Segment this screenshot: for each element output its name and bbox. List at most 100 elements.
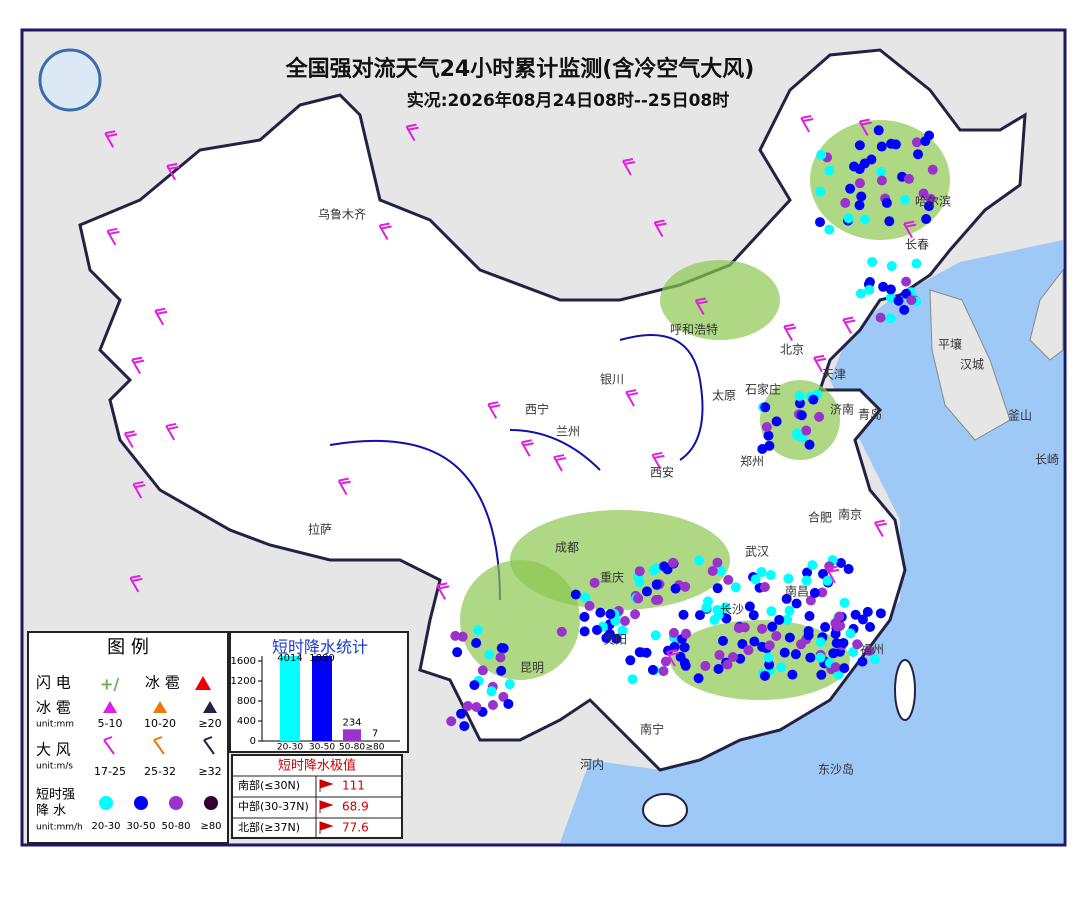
city-label: 福州: [860, 642, 884, 657]
extremes: 短时降水极值 南部(≤30N)111中部(30-37N)68.9北部(≥37N)…: [232, 755, 402, 838]
city-label: 哈尔滨: [915, 194, 951, 209]
rain-dot: [681, 661, 691, 671]
extreme-value: 77.6: [342, 821, 369, 835]
city-label: 长崎: [1035, 453, 1059, 467]
rain-dot: [751, 574, 761, 584]
rain-dot: [792, 428, 802, 438]
bar: [343, 729, 361, 741]
rain-dot: [787, 670, 797, 680]
legend-unit: unit:mm: [36, 720, 74, 730]
rain-dot: [766, 606, 776, 616]
rain-dot: [894, 296, 904, 306]
legend-unit: unit:m/s: [36, 762, 73, 772]
city-label: 成都: [555, 541, 579, 555]
rain-dot: [503, 699, 513, 709]
rain-dot: [864, 285, 874, 295]
rain-dot: [886, 284, 896, 294]
legend-range: 17-25: [94, 765, 126, 778]
rain-dot: [743, 645, 753, 655]
rain-dot: [635, 577, 645, 587]
legend-range: 30-50: [126, 821, 155, 832]
rain-dot: [694, 673, 704, 683]
city-label: 西安: [650, 465, 674, 480]
rain-dot: [760, 402, 770, 412]
rain-dot: [642, 586, 652, 596]
rain-dot: [635, 647, 645, 657]
rain-dot: [877, 142, 887, 152]
city-label: 南京: [838, 507, 862, 522]
value-label: 234: [342, 717, 361, 728]
rain-dot: [887, 261, 897, 271]
rain-dot: [723, 575, 733, 585]
rain-dot: [867, 257, 877, 267]
rain-dot: [580, 626, 590, 636]
rain-dot: [840, 198, 850, 208]
rain-dot: [731, 582, 741, 592]
y-tick-label: 1600: [231, 656, 256, 667]
x-tick-label: 20-30: [277, 743, 303, 753]
city-label: 南宁: [640, 722, 664, 737]
rain-dot: [595, 608, 605, 618]
rain-dot: [763, 431, 773, 441]
rain-dot: [920, 136, 930, 146]
subtitle: 实况:2026年08月24日08时--25日08时: [407, 90, 730, 111]
rain-dot: [630, 609, 640, 619]
rain-dot: [828, 648, 838, 658]
rain-dot: [785, 633, 795, 643]
y-tick-label: 400: [237, 716, 256, 727]
rain-dot: [815, 187, 825, 197]
rain-dot: [785, 606, 795, 616]
rain-dot: [783, 574, 793, 584]
rain-dot: [557, 627, 567, 637]
rain-dot: [824, 225, 834, 235]
rain-dot: [763, 653, 773, 663]
rain-dot: [805, 440, 815, 450]
legend-range: ≥80: [200, 821, 221, 832]
city-label: 银川: [600, 373, 624, 387]
rain-dot: [900, 195, 910, 205]
legend-label: 短时强: [36, 788, 75, 803]
region: 南部(≤30N): [238, 778, 300, 792]
rain-dot: [708, 566, 718, 576]
rain-dot: [760, 582, 770, 592]
rain-dot: [921, 214, 931, 224]
rain-dot: [874, 125, 884, 135]
rain-dot: [912, 137, 922, 147]
rain-dot: [463, 701, 473, 711]
hainan: [643, 794, 687, 826]
city-label: 合肥: [808, 510, 832, 525]
rain-dot: [471, 638, 481, 648]
rain-dot: [714, 650, 724, 660]
rain-dot: [765, 640, 775, 650]
rain-dot: [764, 441, 774, 451]
city-label: 南昌: [785, 584, 809, 599]
city-label: 贵阳: [603, 633, 627, 647]
rain-icon: [99, 796, 113, 810]
rain-dot: [484, 649, 494, 659]
rain-dot: [780, 648, 790, 658]
city-label: 呼和浩特: [670, 322, 718, 337]
city-label: 昆明: [520, 661, 544, 675]
rain-dot: [718, 636, 728, 646]
rain-dot: [808, 395, 818, 405]
rain-dot: [712, 558, 722, 568]
rain-dot: [805, 611, 815, 621]
city-label: 济南: [830, 402, 854, 417]
rain-dot: [815, 653, 825, 663]
rain-dot: [801, 426, 811, 436]
rain-dot: [473, 625, 483, 635]
rain-dot: [876, 313, 886, 323]
extremes-title: 短时降水极值: [278, 758, 356, 774]
legend-label: 冰 雹: [145, 674, 180, 692]
city-label: 长春: [905, 238, 929, 252]
rain-dot: [651, 630, 661, 640]
rain-dot: [579, 612, 589, 622]
city-label: 长沙: [720, 603, 744, 617]
rain-dot: [760, 671, 770, 681]
rain-dot: [633, 593, 643, 603]
legend-range: 50-80: [161, 821, 190, 832]
city-label: 乌鲁木齐: [318, 207, 366, 222]
city-label: 天津: [822, 368, 846, 382]
city-label: 青岛: [858, 407, 882, 422]
city-label: 汉城: [960, 358, 984, 372]
